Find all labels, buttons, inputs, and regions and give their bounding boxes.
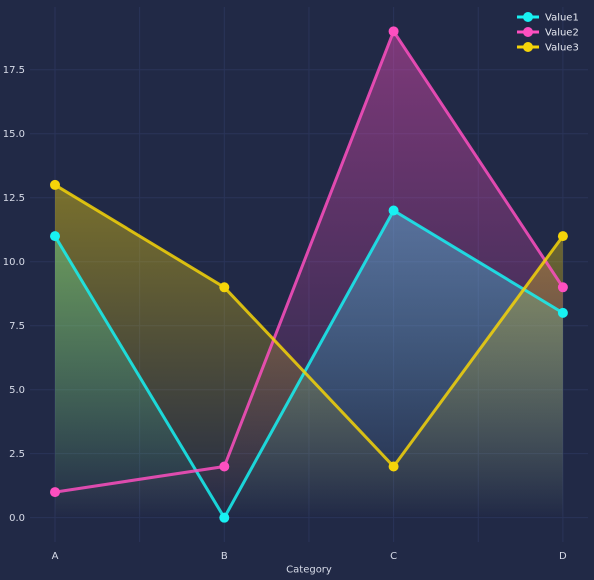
x-tick-label: D xyxy=(559,551,567,562)
y-tick-label: 12.5 xyxy=(3,193,25,204)
legend-label: Value3 xyxy=(545,43,579,54)
data-point-value1 xyxy=(219,512,230,523)
x-axis-ticks: A B C D xyxy=(52,551,567,562)
data-point-value1 xyxy=(557,307,568,318)
y-tick-label: 2.5 xyxy=(9,449,25,460)
legend-marker xyxy=(523,27,533,37)
x-tick-label: B xyxy=(221,551,228,562)
y-tick-label: 5.0 xyxy=(9,385,25,396)
x-tick-label: A xyxy=(52,551,59,562)
data-point-value1 xyxy=(50,231,60,242)
legend-label: Value2 xyxy=(545,28,579,39)
series-line-value1 xyxy=(53,209,564,520)
data-points xyxy=(50,26,568,523)
data-point-value2 xyxy=(557,282,568,293)
data-point-value2 xyxy=(219,461,230,472)
y-tick-label: 15.0 xyxy=(3,129,25,140)
series-line-value3 xyxy=(54,183,565,468)
y-tick-label: 7.5 xyxy=(9,321,25,332)
legend-entry-value3: Value3 xyxy=(517,42,579,54)
y-tick-label: 10.0 xyxy=(3,257,25,268)
x-tick-label: C xyxy=(390,551,397,562)
legend-marker xyxy=(523,42,533,52)
data-point-value3 xyxy=(219,282,230,293)
legend-marker xyxy=(523,12,533,22)
y-tick-label: 17.5 xyxy=(3,65,25,76)
data-point-value3 xyxy=(388,461,399,472)
area-fill-value3 xyxy=(55,184,563,518)
y-tick-label: 0.0 xyxy=(9,513,25,524)
legend-entry-value1: Value1 xyxy=(517,12,579,24)
data-point-value3 xyxy=(557,231,568,242)
area-fill-value2 xyxy=(55,31,563,518)
data-point-value3 xyxy=(50,179,60,190)
y-axis-ticks: 0.0 2.5 5.0 7.5 10.0 12.5 15.0 17.5 xyxy=(3,65,25,524)
data-point-value2 xyxy=(50,487,60,498)
data-point-value2 xyxy=(388,26,399,37)
series-line-value2 xyxy=(54,29,565,494)
legend: Value1 Value2 Value3 xyxy=(517,12,579,54)
legend-label: Value1 xyxy=(545,13,579,24)
series-lines xyxy=(53,29,565,520)
x-axis-label: Category xyxy=(286,565,332,576)
legend-entry-value2: Value2 xyxy=(517,27,579,39)
data-point-value1 xyxy=(388,205,399,216)
